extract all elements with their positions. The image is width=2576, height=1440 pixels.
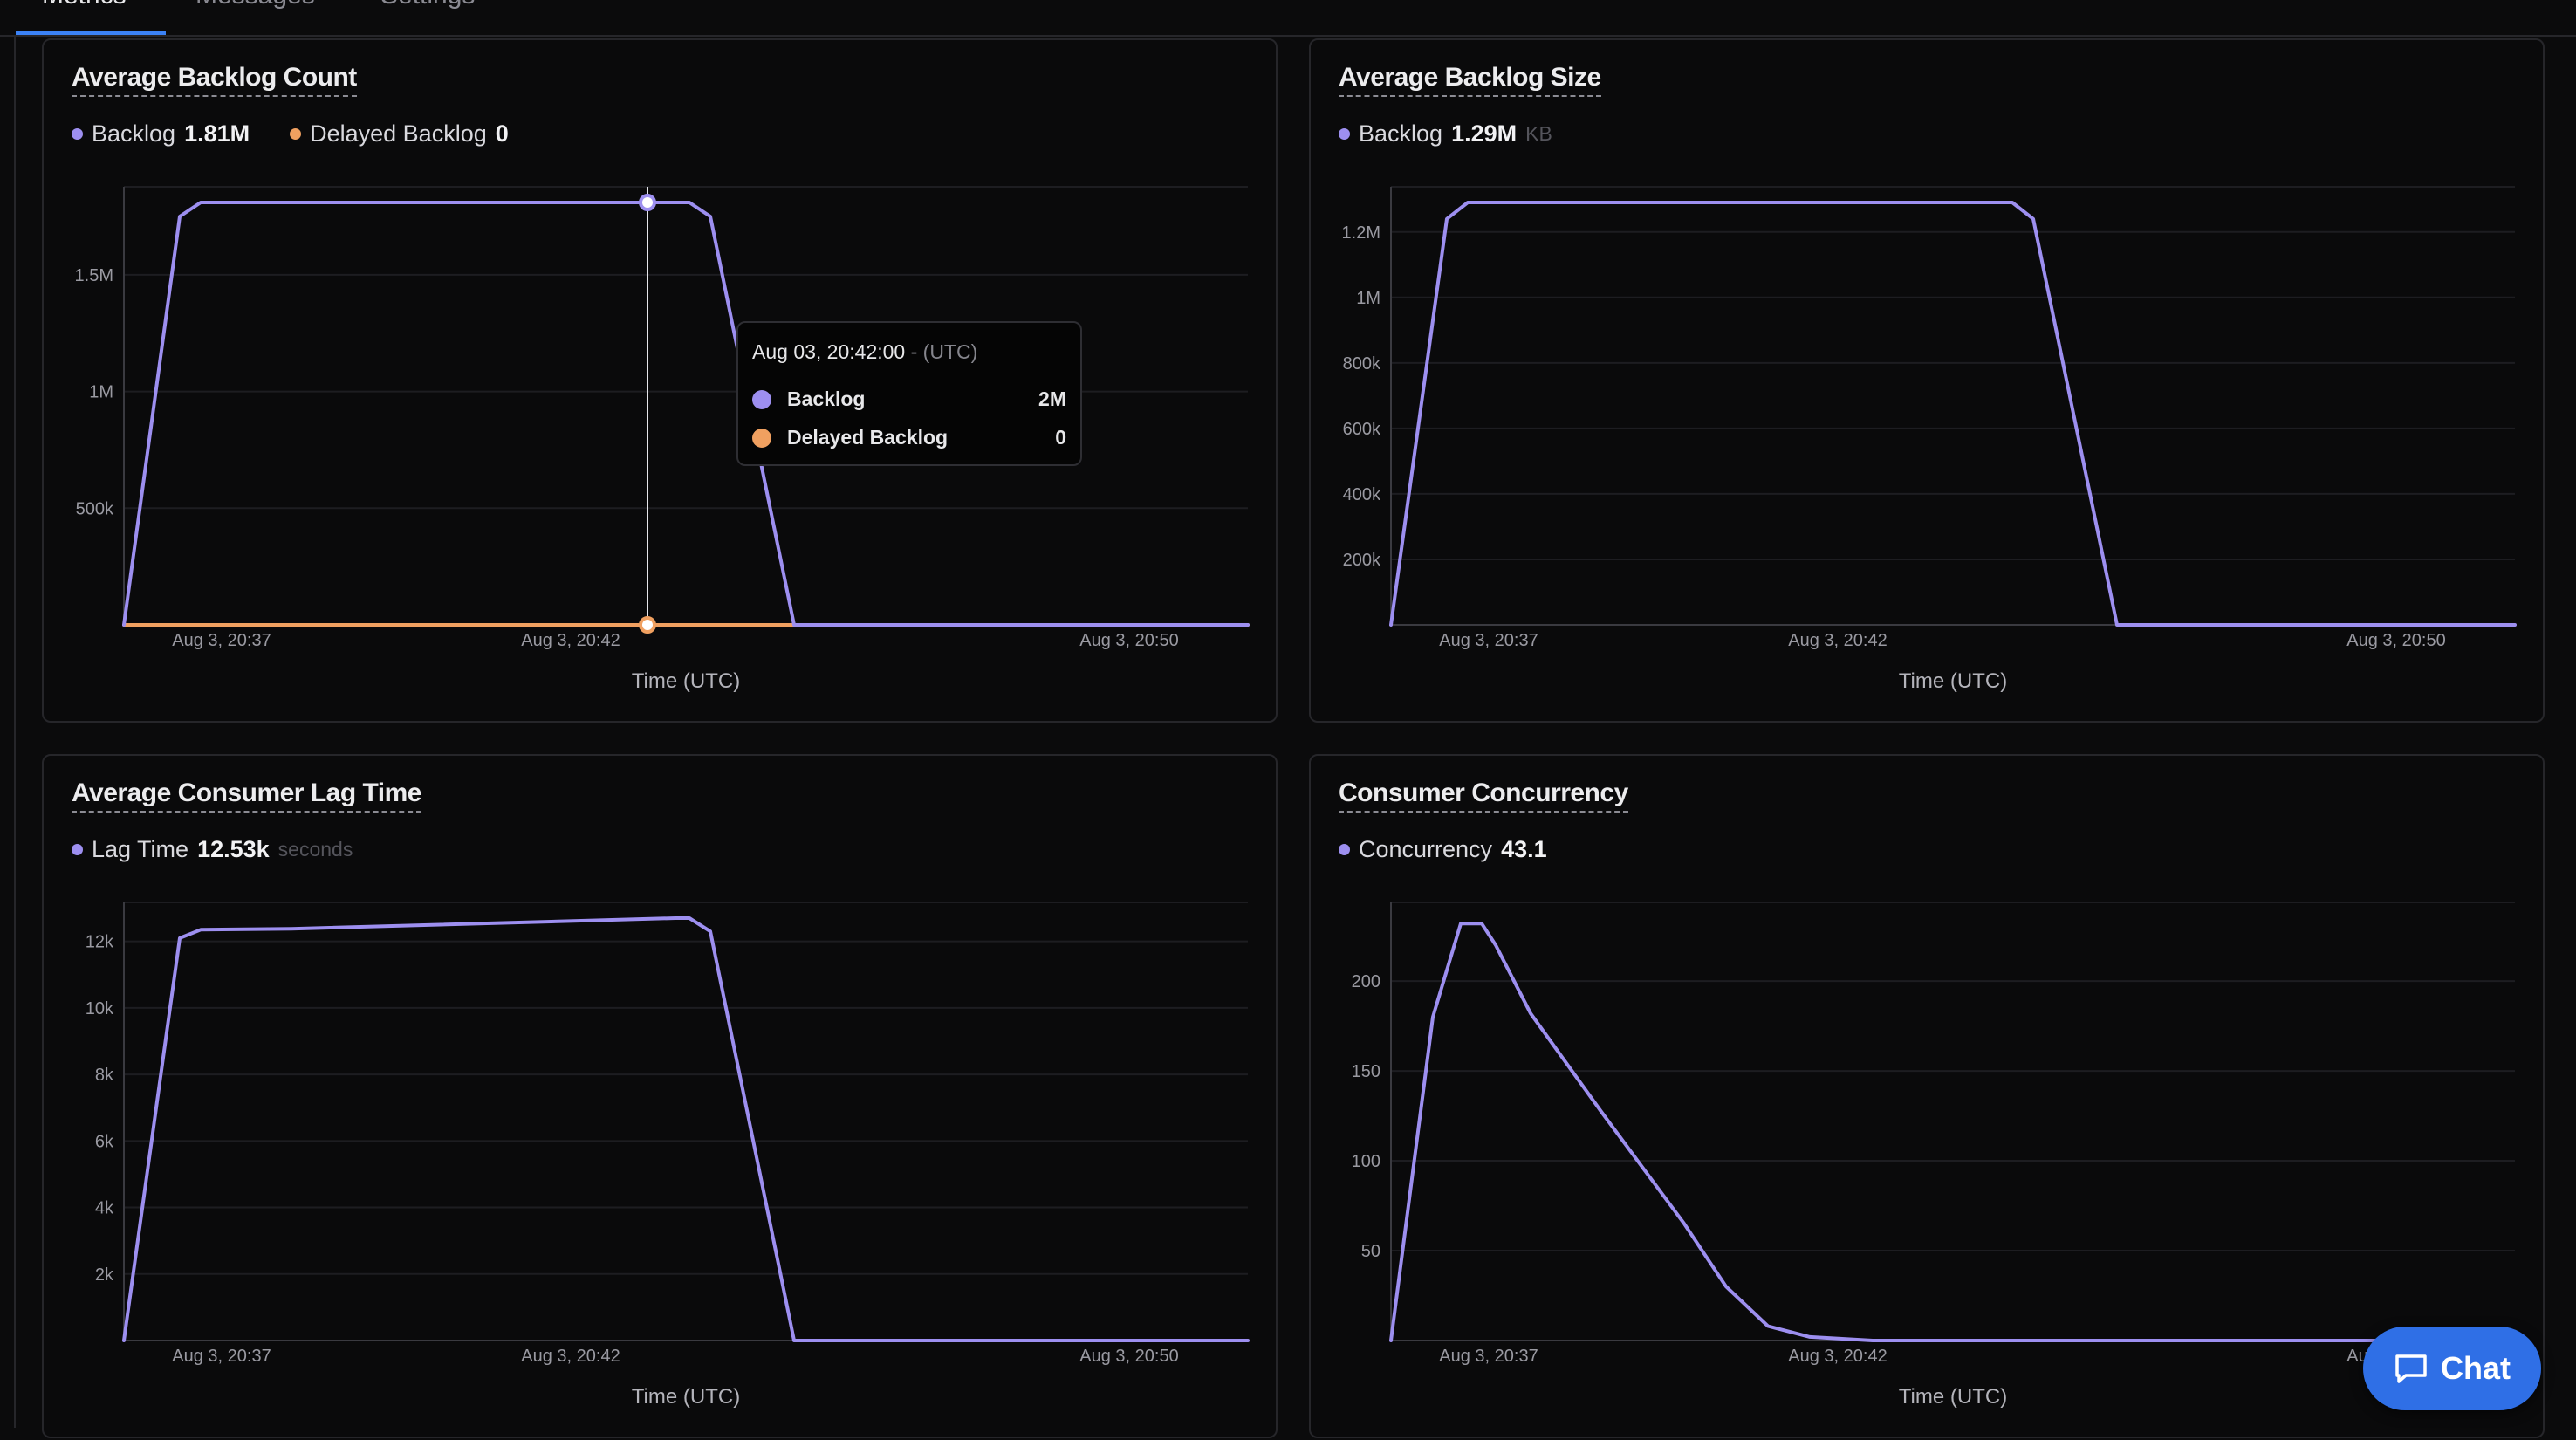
card-average-backlog-count: Average Backlog Count Backlog 1.81M Dela… — [42, 38, 1278, 723]
chat-button[interactable]: Chat — [2363, 1327, 2541, 1410]
y-tick-label: 1M — [1356, 289, 1380, 308]
legend-value: 43.1 — [1501, 836, 1547, 862]
tooltip-timezone: - (UTC) — [910, 340, 978, 363]
chart-legend: Lag Time 12.53k seconds — [72, 836, 393, 863]
chart-legend: Backlog 1.29M KB — [1339, 120, 1593, 147]
series-line-lag-time — [122, 916, 1250, 1342]
legend-value: 12.53k — [197, 836, 270, 862]
tab-bar: Metrics Messages Settings — [0, 0, 2576, 37]
x-tick-label: Aug 3, 20:50 — [1079, 1347, 1178, 1366]
y-tick-label: 200k — [1343, 551, 1381, 570]
card-title[interactable]: Average Backlog Size — [1339, 63, 1601, 97]
x-axis-label: Time (UTC) — [1899, 1385, 2007, 1409]
legend-label: Backlog — [1359, 120, 1443, 147]
x-axis-label: Time (UTC) — [632, 1385, 740, 1409]
tooltip-value: 2M — [1038, 387, 1066, 410]
hover-point — [639, 616, 656, 634]
card-title[interactable]: Average Consumer Lag Time — [72, 778, 421, 813]
chat-label: Chat — [2441, 1350, 2511, 1386]
series-line-backlog — [1389, 201, 2517, 627]
x-tick-label: Aug 3, 20:37 — [172, 1347, 271, 1366]
legend-label: Concurrency — [1359, 836, 1493, 862]
legend-value: 1.81M — [184, 120, 250, 147]
x-tick-label: Aug 3, 20:42 — [1788, 631, 1887, 650]
legend-value: 0 — [495, 120, 509, 147]
legend-unit: seconds — [277, 838, 353, 861]
legend-item-backlog[interactable]: Backlog 1.29M KB — [1339, 120, 1552, 147]
y-tick-label: 600k — [1343, 420, 1381, 439]
chart-average-backlog-size[interactable]: 200k 400k 600k 800k 1M 1.2M Aug 3, 20:37 Aug 3,… — [1311, 40, 2546, 724]
legend-unit: KB — [1525, 122, 1552, 145]
x-axis-label: Time (UTC) — [1899, 669, 2007, 693]
x-tick-label: Aug 3, 20:42 — [521, 631, 620, 650]
x-tick-label: Aug 3, 20:50 — [1079, 631, 1178, 650]
card-average-backlog-size: Average Backlog Size Backlog 1.29M KB 20… — [1309, 38, 2545, 723]
y-tick-label: 1M — [89, 383, 113, 402]
legend-value: 1.29M — [1451, 120, 1518, 147]
legend-item-backlog[interactable]: Backlog 1.81M — [72, 120, 250, 147]
chart-legend: Backlog 1.81M Delayed Backlog 0 — [72, 120, 549, 147]
legend-dot — [72, 128, 83, 140]
y-tick-label: 100 — [1352, 1152, 1380, 1171]
legend-item-delayed-backlog[interactable]: Delayed Backlog 0 — [290, 120, 509, 147]
x-tick-label: Aug 3, 20:37 — [172, 631, 271, 650]
chart-average-backlog-count[interactable]: 500k 1M 1.5M Aug 3, 20:37 Aug 3, 20:42 Aug 3,… — [44, 40, 1279, 724]
legend-dot — [1339, 128, 1350, 140]
y-tick-label: 1.5M — [75, 266, 113, 285]
tooltip-row-backlog: Backlog 2M — [752, 387, 1066, 411]
y-tick-label: 4k — [95, 1199, 114, 1218]
tooltip-label: Delayed Backlog — [787, 426, 949, 449]
chart-average-consumer-lag-time[interactable]: 2k 4k 6k 8k 10k 12k Aug 3, 20:37 Aug 3, 20:42 Au… — [44, 756, 1279, 1440]
hover-point — [639, 194, 656, 211]
y-tick-label: 8k — [95, 1066, 114, 1085]
tab-settings[interactable]: Settings — [380, 0, 475, 10]
x-axis-label: Time (UTC) — [632, 669, 740, 693]
tooltip-dot — [752, 389, 771, 409]
legend-label: Lag Time — [92, 836, 189, 862]
y-tick-label: 500k — [76, 499, 114, 518]
chart-legend: Concurrency 43.1 — [1339, 836, 1587, 863]
series-line-concurrency — [1389, 922, 2517, 1342]
tooltip-dot — [752, 428, 771, 448]
card-title[interactable]: Average Backlog Count — [72, 63, 357, 97]
y-tick-label: 400k — [1343, 485, 1381, 504]
x-tick-label: Aug 3, 20:42 — [521, 1347, 620, 1366]
tab-metrics[interactable]: Metrics — [42, 0, 127, 10]
legend-dot — [290, 128, 302, 140]
legend-label: Backlog — [92, 120, 176, 147]
legend-item-concurrency[interactable]: Concurrency 43.1 — [1339, 836, 1547, 863]
active-tab-indicator — [16, 31, 166, 35]
legend-item-lag-time[interactable]: Lag Time 12.53k seconds — [72, 836, 353, 863]
y-tick-label: 12k — [86, 933, 114, 952]
y-tick-label: 800k — [1343, 354, 1381, 374]
left-rail-border — [0, 37, 16, 1428]
tooltip-time: Aug 03, 20:42:00 — [752, 340, 906, 363]
chart-tooltip: Aug 03, 20:42:00 - (UTC) Backlog 2M Dela… — [736, 321, 1082, 466]
x-tick-label: Aug 3, 20:37 — [1439, 631, 1538, 650]
x-tick-label: Aug 3, 20:37 — [1439, 1347, 1538, 1366]
y-tick-label: 6k — [95, 1132, 114, 1151]
y-tick-label: 10k — [86, 999, 114, 1018]
legend-label: Delayed Backlog — [310, 120, 487, 147]
legend-dot — [72, 844, 83, 855]
series-line-backlog — [122, 201, 1250, 627]
x-tick-label: Aug 3, 20:42 — [1788, 1347, 1887, 1366]
tooltip-value: 0 — [1055, 426, 1066, 449]
tooltip-time-row: Aug 03, 20:42:00 - (UTC) — [752, 340, 977, 364]
card-average-consumer-lag-time: Average Consumer Lag Time Lag Time 12.53… — [42, 754, 1278, 1438]
chat-bubble-icon — [2395, 1354, 2427, 1383]
y-tick-label: 2k — [95, 1265, 114, 1285]
y-tick-label: 1.2M — [1342, 223, 1380, 243]
legend-dot — [1339, 844, 1350, 855]
card-consumer-concurrency: Consumer Concurrency Concurrency 43.1 50… — [1309, 754, 2545, 1438]
tab-messages[interactable]: Messages — [195, 0, 315, 10]
tooltip-label: Backlog — [787, 387, 866, 410]
card-title[interactable]: Consumer Concurrency — [1339, 778, 1628, 813]
y-tick-label: 200 — [1352, 972, 1380, 991]
tooltip-row-delayed-backlog: Delayed Backlog 0 — [752, 426, 1066, 449]
y-tick-label: 150 — [1352, 1062, 1380, 1081]
x-tick-label: Aug 3, 20:50 — [2346, 631, 2445, 650]
y-tick-label: 50 — [1361, 1242, 1380, 1261]
